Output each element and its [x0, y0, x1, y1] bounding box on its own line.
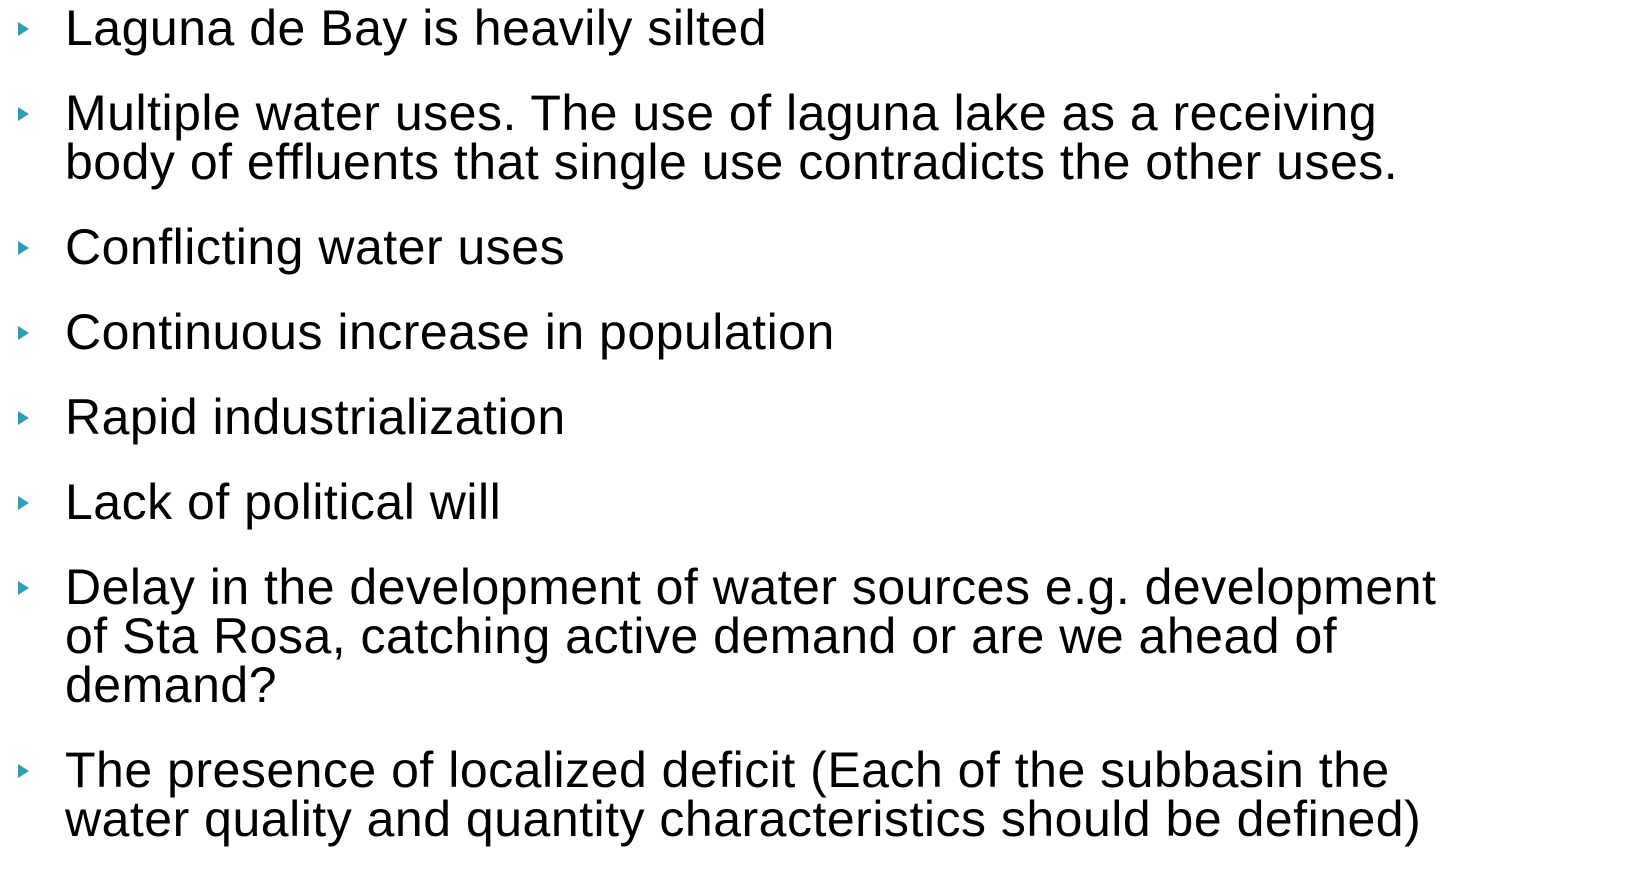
bullet-text: of Sta Rosa, catching active demand or a…	[65, 608, 1338, 664]
bullet-text: Multiple water uses. The use of laguna l…	[65, 85, 1378, 141]
bullet-text: Conflicting water uses	[65, 219, 566, 275]
bullet-text: Laguna de Bay is heavily silted	[65, 0, 768, 56]
bullet-item: Delay in the development of water source…	[0, 559, 1652, 713]
bullet-marker	[18, 107, 29, 121]
bullet-text: Delay in the development of water source…	[65, 559, 1437, 615]
bullet-item: Multiple water uses. The use of laguna l…	[0, 85, 1652, 190]
bullet-marker	[18, 241, 29, 255]
bullet-text: body of effluents that single use contra…	[65, 134, 1399, 190]
bullet-item: The presence of localized deficit (Each …	[0, 742, 1652, 847]
bullet-text: The presence of localized deficit (Each …	[65, 742, 1390, 798]
bullet-marker	[18, 496, 29, 510]
bullet-text: demand?	[65, 657, 277, 713]
bullet-marker	[18, 581, 29, 595]
bullet-item: Rapid industrialization	[0, 389, 1652, 445]
bullet-text: Rapid industrialization	[65, 389, 566, 445]
bullet-marker	[18, 22, 29, 36]
bullet-item: Lack of political will	[0, 474, 1652, 530]
bullet-marker	[18, 764, 29, 778]
bullet-item: Continuous increase in population	[0, 304, 1652, 360]
bullet-marker	[18, 411, 29, 425]
bullet-text: Continuous increase in population	[65, 304, 835, 360]
bullet-item: Conflicting water uses	[0, 219, 1652, 275]
bullet-marker	[18, 326, 29, 340]
bullet-item: Laguna de Bay is heavily silted	[0, 0, 1652, 56]
bullet-text: Lack of political will	[65, 474, 502, 530]
bullet-text: water quality and quantity characteristi…	[65, 791, 1422, 847]
